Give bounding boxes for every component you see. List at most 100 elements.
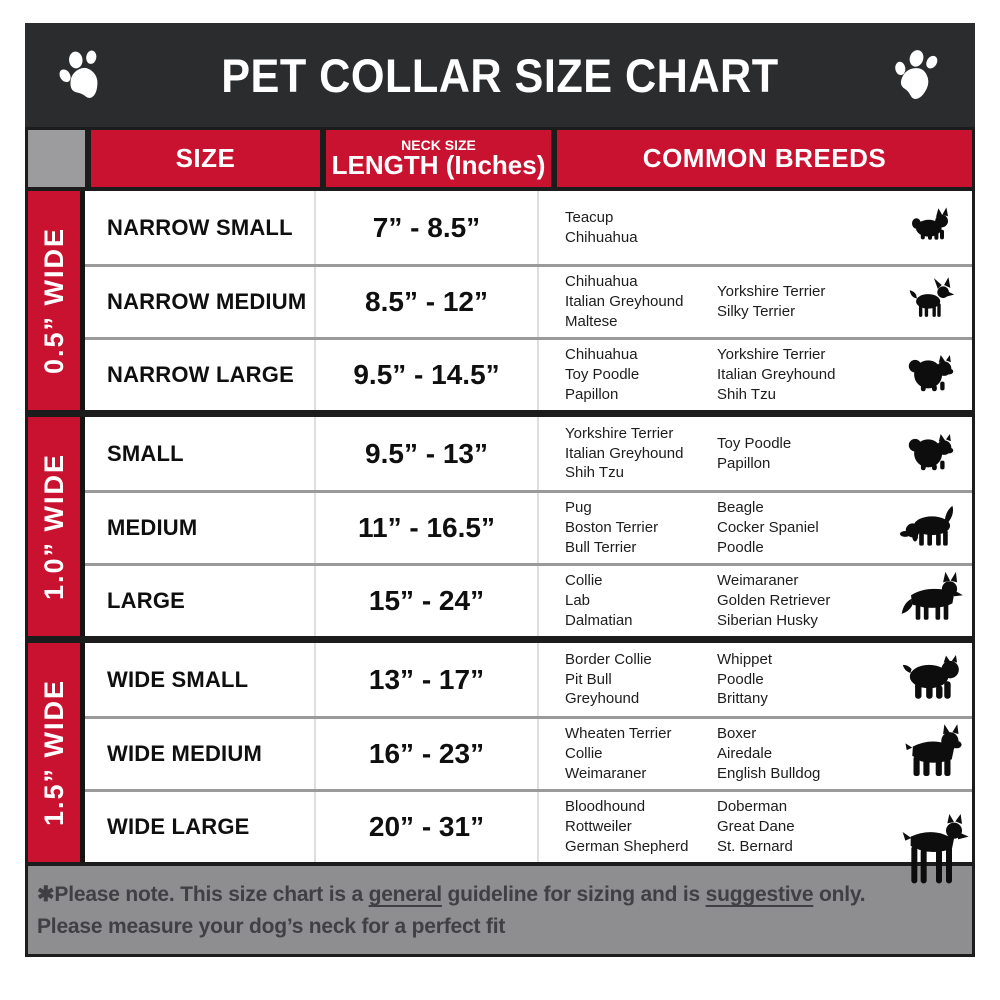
breed-list-left: Border Collie Pit Bull Greyhound xyxy=(565,650,717,709)
breed-name: Chihuahua xyxy=(565,346,638,364)
breed-name: Boxer xyxy=(717,725,757,743)
footer-text-segment: ✱Please note. This size chart is a xyxy=(37,883,369,906)
breed-name: Toy Poodle xyxy=(565,366,640,384)
table-header-row: SIZE NECK SIZE LENGTH (Inches) COMMON BR… xyxy=(28,130,972,187)
table-row: NARROW SMALL 7” - 8.5” Teacup Chihuahua xyxy=(85,191,972,264)
width-group-rows: WIDE SMALL 13” - 17” Border Collie Pit Bull… xyxy=(85,643,972,884)
boxer-icon xyxy=(892,720,972,789)
breed-name: Yorkshire Terrier xyxy=(565,424,674,442)
breed-name: Cocker Spaniel xyxy=(717,519,819,537)
neck-size-range: 9.5” - 13” xyxy=(314,417,539,490)
table-row: MEDIUM 11” - 16.5” Pug Boston Terrier Bull T… xyxy=(85,490,972,563)
pit-bull-icon xyxy=(892,648,972,712)
breed-name: Pug xyxy=(565,499,592,517)
size-label: WIDE LARGE xyxy=(107,814,250,839)
width-group-sidebar: 0.5” WIDE xyxy=(28,191,85,410)
common-breeds-cell: Wheaten Terrier Collie Weimaraner Boxer Aire… xyxy=(539,719,972,789)
breed-name: English Bulldog xyxy=(717,764,821,782)
footer-note: ✱Please note. This size chart is a gener… xyxy=(28,866,972,954)
breed-name: Boston Terrier xyxy=(565,519,659,537)
size-label: NARROW LARGE xyxy=(107,362,294,387)
size-label: WIDE MEDIUM xyxy=(107,741,262,766)
breed-name: Papillon xyxy=(717,454,771,472)
breed-name: Teacup xyxy=(565,208,614,226)
breed-name: Papillon xyxy=(565,385,619,403)
breed-name: Chihuahua xyxy=(565,273,638,291)
common-breeds-cell: Border Collie Pit Bull Greyhound Whippet Poo… xyxy=(539,643,972,716)
doberman-icon xyxy=(892,792,972,884)
footer-text-segment: guideline for sizing and is xyxy=(441,883,706,906)
breed-name: Poodle xyxy=(717,670,764,688)
beagle-icon xyxy=(892,496,972,560)
breed-name: Wheaten Terrier xyxy=(565,725,672,743)
footer-note-line2: Please measure your dog’s neck for a per… xyxy=(37,914,506,938)
neck-size-range: 9.5” - 14.5” xyxy=(314,340,539,410)
title-bar: PET COLLAR SIZE CHART xyxy=(25,23,975,127)
table-row: LARGE 15” - 24” Collie Lab Dalmatian Weimaran… xyxy=(85,563,972,636)
size-label: NARROW MEDIUM xyxy=(107,289,307,314)
breed-list-right: Doberman Great Dane St. Bernard xyxy=(717,797,892,856)
breed-list-left: Chihuahua Toy Poodle Papillon xyxy=(565,345,717,404)
breed-list-left: Bloodhound Rottweiler German Shepherd xyxy=(565,797,717,856)
breed-name: Golden Retriever xyxy=(717,592,831,610)
common-breeds-cell: Bloodhound Rottweiler German Shepherd Dober… xyxy=(539,792,972,884)
pomeranian-icon xyxy=(892,425,972,483)
breed-name: Shih Tzu xyxy=(565,464,624,482)
size-label: MEDIUM xyxy=(107,515,198,540)
breed-name: Italian Greyhound xyxy=(565,444,684,462)
breed-name: Italian Greyhound xyxy=(717,366,836,384)
common-breeds-cell: Chihuahua Toy Poodle Papillon Yorkshire Ter… xyxy=(539,340,972,410)
column-header-size: SIZE xyxy=(91,130,320,187)
footer-underlined-word: suggestive xyxy=(705,883,814,906)
width-group: 1.5” WIDE WIDE SMALL 13” - 17” Border Colli… xyxy=(28,643,972,884)
breed-name: Airedale xyxy=(717,745,773,763)
breed-name: Italian Greyhound xyxy=(565,293,684,311)
size-table: SIZE NECK SIZE LENGTH (Inches) COMMON BR… xyxy=(25,127,975,957)
breed-name: German Shepherd xyxy=(565,837,689,855)
table-body: 0.5” WIDE NARROW SMALL 7” - 8.5” Teacup Chih… xyxy=(28,191,972,884)
width-group-sidebar: 1.0” WIDE xyxy=(28,417,85,636)
breed-list-left: Chihuahua Italian Greyhound Maltese xyxy=(565,272,717,331)
breed-name: Pit Bull xyxy=(565,670,612,688)
breed-name: Brittany xyxy=(717,690,768,708)
yorkshire-terrier-icon xyxy=(892,203,972,253)
breed-list-left: Pug Boston Terrier Bull Terrier xyxy=(565,498,717,557)
neck-size-range: 13” - 17” xyxy=(314,643,539,716)
breed-name: St. Bernard xyxy=(717,837,793,855)
breed-name: Yorkshire Terrier xyxy=(717,283,826,301)
table-row: NARROW MEDIUM 8.5” - 12” Chihuahua Italian … xyxy=(85,264,972,337)
neck-size-label: NECK SIZE xyxy=(401,136,476,153)
paw-icon xyxy=(59,50,98,98)
breed-list-left: Teacup Chihuahua xyxy=(565,208,717,248)
breed-name: Rottweiler xyxy=(565,818,632,836)
page-title: PET COLLAR SIZE CHART xyxy=(221,48,779,102)
breed-name: Weimaraner xyxy=(565,764,647,782)
width-group-label: 1.0” WIDE xyxy=(38,452,69,601)
table-row: WIDE MEDIUM 16” - 23” Wheaten Terrier Colli… xyxy=(85,716,972,789)
footer-note-line1: ✱Please note. This size chart is a gener… xyxy=(37,879,958,911)
breed-list-right: Yorkshire Terrier Silky Terrier xyxy=(717,282,892,322)
breed-name: Collie xyxy=(565,745,603,763)
width-group-rows: NARROW SMALL 7” - 8.5” Teacup Chihuahua NARR… xyxy=(85,191,972,410)
common-breeds-cell: Yorkshire Terrier Italian Greyhound Shih T… xyxy=(539,417,972,490)
common-breeds-cell: Chihuahua Italian Greyhound Maltese Yorkshi… xyxy=(539,267,972,337)
german-shepherd-icon xyxy=(892,569,972,633)
column-header-common-breeds: COMMON BREEDS xyxy=(557,130,972,187)
breed-name: Maltese xyxy=(565,312,618,330)
breed-name: Beagle xyxy=(717,499,764,517)
width-group-sidebar: 1.5” WIDE xyxy=(28,643,85,862)
length-inches-label: LENGTH (Inches) xyxy=(331,150,546,181)
breed-name: Shih Tzu xyxy=(717,385,776,403)
breed-name: Silky Terrier xyxy=(717,303,796,320)
neck-size-range: 16” - 23” xyxy=(314,719,539,789)
common-breeds-cell: Pug Boston Terrier Bull Terrier Beagle Cocke… xyxy=(539,493,972,563)
footer-underlined-word: general xyxy=(368,883,443,906)
breed-name: Collie xyxy=(565,572,603,590)
breed-name: Chihuahua xyxy=(565,228,638,246)
breed-list-left: Collie Lab Dalmatian xyxy=(565,571,717,630)
neck-size-range: 8.5” - 12” xyxy=(314,267,539,337)
table-row: SMALL 9.5” - 13” Yorkshire Terrier Italian … xyxy=(85,417,972,490)
breed-name: Dalmatian xyxy=(565,611,633,629)
group-divider xyxy=(28,410,972,417)
size-label: WIDE SMALL xyxy=(107,666,249,692)
